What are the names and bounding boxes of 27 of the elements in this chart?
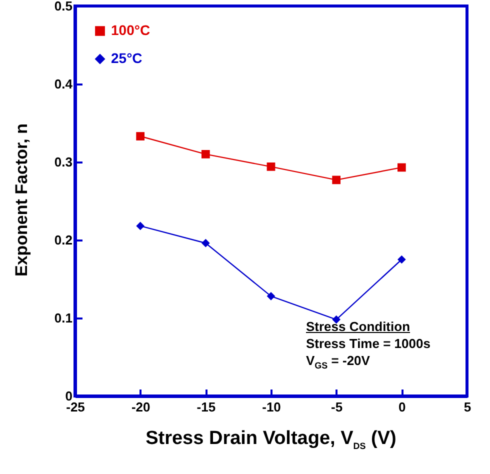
point [397, 255, 406, 264]
x-tick-label: 5 [464, 400, 472, 414]
point [266, 162, 276, 171]
point [332, 176, 341, 184]
point [136, 132, 145, 140]
y-tick-label: 0.4 [54, 76, 74, 92]
x-axis-title: Stress Drain Voltage, V$_{DS}$ (V) [144, 428, 398, 451]
legend-label: 100°C [111, 22, 150, 38]
legend-label: 25°C [111, 50, 142, 66]
y-tick-label: 0.1 [54, 310, 72, 326]
point [397, 163, 406, 172]
annotation: Stress Condition [306, 318, 412, 335]
y-tick-label: 0.5 [54, 0, 72, 14]
point [201, 150, 210, 158]
x-tick-label: -15 [196, 400, 216, 414]
y-axis-title: Exponent Factor, n [12, 122, 32, 279]
x-tick-label: -10 [262, 400, 281, 414]
y-tick-label: 0.3 [54, 154, 72, 170]
x-tick-label: 0 [398, 400, 406, 414]
point [266, 292, 276, 300]
y-tick-label: 0.2 [54, 232, 72, 248]
annotation: Stress Time = 1000s [306, 335, 430, 352]
annotation: V$_{GS}$ = -20V [306, 352, 371, 373]
point [136, 222, 145, 230]
point [201, 238, 210, 248]
x-tick-label: -20 [131, 400, 150, 414]
x-tick-label: -5 [331, 400, 343, 414]
